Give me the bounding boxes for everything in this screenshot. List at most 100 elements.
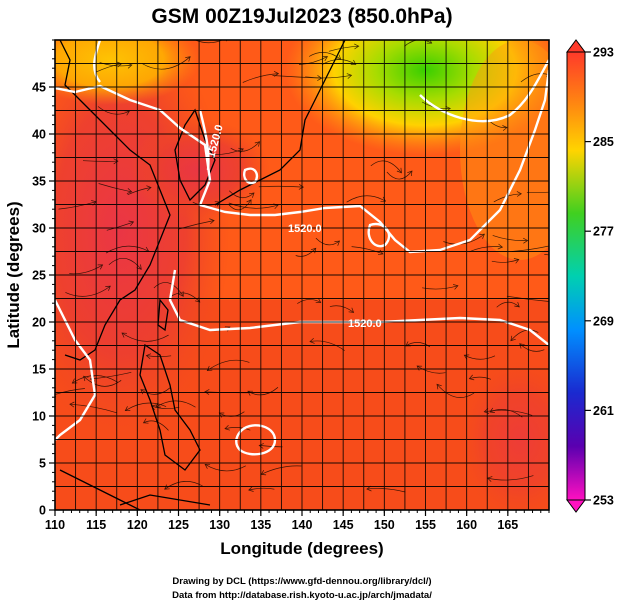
- map-plot-area: 1520.0 1520.0 1520.0: [55, 40, 591, 510]
- streamline: [125, 402, 167, 411]
- streamline-arrowhead: [513, 258, 520, 264]
- streamline-arrowhead: [105, 285, 111, 291]
- streamline-arrowhead: [346, 73, 353, 79]
- streamline: [328, 45, 359, 52]
- warm-region-southeast: [460, 360, 549, 510]
- streamline: [69, 264, 103, 275]
- streamline-arrowhead: [69, 401, 75, 408]
- streamline: [272, 75, 322, 79]
- y-axis-label: Latitude (degrees): [4, 201, 23, 348]
- streamline: [141, 56, 191, 70]
- x-tick-label: 120: [127, 518, 148, 532]
- x-tick-label: 130: [209, 518, 230, 532]
- streamline-arrowhead: [309, 338, 315, 344]
- x-tick-label: 145: [333, 518, 354, 532]
- streamline-arrowhead: [523, 237, 529, 244]
- y-tick-label: 0: [39, 504, 46, 518]
- streamline: [195, 40, 224, 44]
- y-tick-label: 10: [32, 410, 46, 424]
- coastline-taiwan: [157, 298, 169, 332]
- streamline-arrowhead: [516, 191, 522, 197]
- streamline: [140, 387, 171, 395]
- streamline-arrowhead: [552, 299, 557, 304]
- streamline: [308, 52, 342, 60]
- streamline-arrowhead: [146, 185, 152, 192]
- streamline: [83, 375, 122, 387]
- streamline-arrowhead: [142, 418, 149, 424]
- streamline: [329, 305, 354, 313]
- streamline-arrowhead: [479, 233, 485, 239]
- colorbar-tick-label: 293: [593, 46, 614, 60]
- contour-closed-north-japan: [243, 167, 259, 185]
- streamline: [469, 246, 503, 253]
- streamline-arrowhead: [83, 375, 89, 382]
- streamline: [224, 427, 251, 431]
- streamline: [155, 400, 196, 408]
- streamline-arrowhead: [249, 192, 255, 198]
- x-tick-label: 125: [168, 518, 189, 532]
- streamline-arrowhead: [298, 184, 304, 190]
- streamline-arrowhead: [556, 189, 560, 194]
- streamline: [309, 340, 345, 351]
- streamline: [544, 254, 549, 256]
- streamline: [366, 488, 406, 493]
- streamline-arrowhead: [124, 406, 131, 412]
- streamline: [526, 191, 549, 194]
- streamline-arrowhead: [246, 199, 252, 205]
- x-tick-label: 165: [497, 518, 518, 532]
- streamline-arrowhead: [317, 75, 323, 81]
- streamline-arrowhead: [586, 252, 591, 257]
- streamline-arrowhead: [128, 220, 135, 227]
- streamline: [127, 187, 152, 196]
- credit-drawing: Drawing by DCL (https://www.gfd-dennou.o…: [172, 576, 431, 587]
- streamline-arrowhead: [354, 43, 360, 50]
- streamline-arrowhead: [136, 264, 142, 270]
- streamline: [295, 248, 317, 257]
- streamline: [143, 420, 169, 431]
- streamline: [346, 195, 386, 203]
- streamline: [228, 190, 255, 198]
- streamline-arrowhead: [497, 243, 504, 250]
- chart-title: GSM 00Z19Jul2023 (850.0hPa): [151, 5, 452, 28]
- x-tick-label: 140: [292, 518, 313, 532]
- streamline: [469, 376, 492, 380]
- streamline: [416, 365, 446, 374]
- coastline-philippines: [139, 343, 201, 471]
- streamline: [297, 299, 321, 304]
- streamline-arrowhead: [224, 424, 230, 431]
- coastline-east-asia: [59, 40, 171, 361]
- mild-region-northeast: [460, 40, 549, 260]
- streamline-arrowhead: [553, 243, 558, 248]
- graticule: [55, 40, 549, 510]
- streamline: [153, 282, 184, 297]
- streamline-arrowhead: [350, 59, 357, 65]
- colorbar-tick-label: 253: [593, 494, 614, 508]
- streamline: [98, 183, 132, 193]
- contour-label-1: 1520.0: [288, 223, 322, 235]
- x-tick-label: 110: [45, 518, 65, 532]
- streamline: [106, 221, 134, 231]
- streamline-arrowhead: [348, 307, 355, 313]
- streamline: [351, 246, 384, 255]
- streamline-arrowhead: [502, 125, 508, 131]
- y-tick-label: 5: [39, 457, 46, 471]
- colorbar-tick-label: 277: [593, 225, 614, 239]
- y-tick-label: 40: [32, 128, 46, 142]
- x-tick-label: 150: [374, 518, 395, 532]
- streamline: [169, 292, 201, 303]
- streamline: [506, 295, 549, 302]
- streamline-arrowhead: [248, 486, 254, 492]
- streamline: [95, 63, 122, 73]
- colorbar-tick-label: 269: [593, 314, 614, 328]
- streamline-arrowhead: [247, 390, 253, 396]
- streamline: [315, 237, 340, 246]
- streamline: [443, 233, 485, 245]
- streamline-arrowhead: [436, 383, 442, 390]
- streamline-arrowhead: [453, 284, 459, 290]
- streamline-arrowhead: [209, 218, 215, 225]
- coastlines: [59, 40, 346, 510]
- streamline-arrowhead: [510, 335, 516, 342]
- streamline-arrowhead: [273, 70, 280, 77]
- streamline: [491, 259, 519, 263]
- streamline: [97, 106, 130, 115]
